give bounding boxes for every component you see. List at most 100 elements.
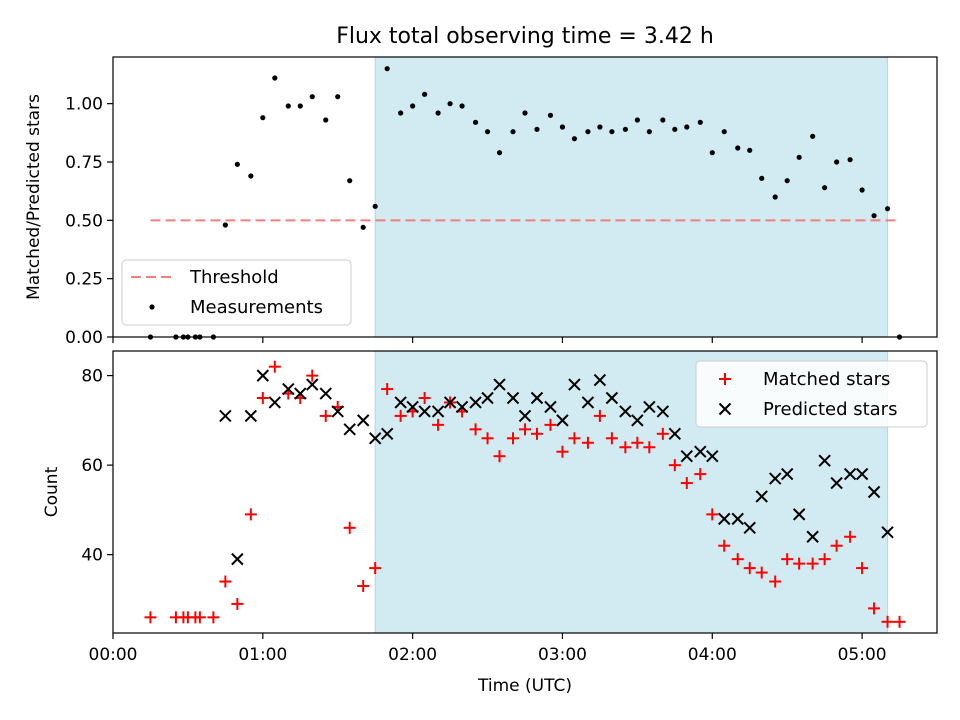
- measurement-point: [323, 117, 329, 123]
- measurement-point: [735, 145, 741, 151]
- predicted-star-point: [768, 472, 782, 485]
- matched-star-point: [844, 530, 857, 543]
- predicted-star-point: [643, 400, 656, 414]
- matched-star-point: [680, 477, 693, 490]
- matched-star-point: [244, 508, 257, 521]
- predicted-star-point: [244, 409, 258, 423]
- predicted-star-point: [306, 378, 319, 391]
- matched-star-point: [818, 553, 831, 566]
- matched-star-point: [568, 432, 581, 445]
- predicted-star-point: [631, 414, 644, 427]
- measurement-point: [372, 203, 378, 209]
- matched-star-point: [755, 566, 768, 579]
- measurement-point: [422, 91, 428, 97]
- count-y-axis-label: Count: [42, 466, 62, 517]
- measurement-point: [684, 124, 690, 130]
- matched-star-point: [306, 369, 319, 382]
- predicted-star-point: [469, 396, 482, 409]
- predicted-star-point: [843, 467, 857, 481]
- matched-star-point: [193, 611, 206, 624]
- measurement-point: [384, 66, 390, 72]
- ratio-legend-box: [121, 259, 352, 326]
- y-tick-label: 60: [81, 456, 103, 476]
- x-axis-label: Time (UTC): [477, 676, 572, 696]
- y-tick-label: 0.75: [65, 153, 103, 173]
- measurement-point: [534, 126, 540, 132]
- measurement-point: [435, 110, 441, 116]
- predicted-star-point: [544, 400, 557, 414]
- predicted-star-point: [219, 409, 232, 423]
- legend-matched-label: Matched stars: [763, 369, 890, 390]
- measurement-point: [496, 150, 503, 156]
- predicted-star-point: [518, 409, 532, 423]
- measurement-point: [272, 75, 278, 81]
- predicted-star-point: [481, 391, 494, 405]
- measurement-point: [822, 185, 828, 191]
- measurement-point: [571, 136, 578, 142]
- count-panel: 40 60 80 00:00 01:00 02:00 03:00 04:00 05:00 Cou…: [42, 350, 938, 696]
- measurement-point: [759, 175, 765, 181]
- y-tick-label: 0.50: [65, 211, 103, 231]
- matched-star-point: [544, 418, 557, 431]
- predicted-star-point: [593, 373, 607, 387]
- ratio-y-axis-label: Matched/Predicted stars: [24, 94, 44, 300]
- measurement-point: [459, 103, 465, 109]
- predicted-star-point: [268, 396, 282, 409]
- x-tick-label: 00:00: [89, 645, 138, 665]
- matched-star-point: [418, 392, 431, 404]
- legend-predicted-marker: [718, 402, 732, 416]
- predicted-star-point: [443, 396, 457, 409]
- matched-star-point: [469, 423, 482, 436]
- ratio-panel: 0.00 0.25 0.50 0.75 1.00 Matched/Predicted s…: [24, 56, 938, 348]
- measurement-point: [447, 101, 453, 107]
- measurement-point: [660, 117, 666, 123]
- predicted-star-point: [530, 391, 544, 405]
- measurement-point: [747, 147, 753, 153]
- predicted-star-point: [368, 432, 382, 445]
- ratio-axes: 0.00 0.25 0.50 0.75 1.00: [65, 95, 863, 348]
- x-tick-label: 01:00: [238, 645, 287, 665]
- predicted-star-point: [282, 382, 295, 396]
- predicted-star-point: [506, 391, 520, 405]
- measurement-point: [871, 213, 877, 219]
- measurement-point: [234, 161, 240, 167]
- matched-star-point: [806, 557, 819, 570]
- measurement-point: [772, 194, 778, 200]
- measurement-point: [585, 129, 591, 135]
- matched-star-point: [868, 602, 881, 615]
- matched-star-point: [256, 392, 269, 404]
- predicted-star-point: [792, 508, 806, 521]
- measurement-point: [847, 157, 853, 163]
- measurement-point: [510, 129, 516, 135]
- matched-star-point: [706, 508, 719, 521]
- matched-star-point: [394, 409, 407, 422]
- predicted-star-point: [806, 530, 819, 543]
- predicted-star-point: [605, 391, 619, 405]
- measurement-point: [634, 117, 640, 123]
- ratio-legend: Threshold Measurements: [121, 259, 352, 326]
- measurement-point: [410, 103, 416, 109]
- predicted-star-point: [294, 387, 307, 400]
- measurement-point: [547, 112, 554, 118]
- predicted-star-point: [406, 400, 419, 414]
- matched-star-point: [343, 521, 356, 534]
- matched-star-point: [743, 562, 756, 575]
- measurement-point: [347, 178, 353, 184]
- predicted-star-point: [331, 405, 344, 418]
- matched-star-point: [718, 539, 731, 552]
- predicted-stars-points: [219, 369, 894, 566]
- matched-star-point: [481, 432, 494, 445]
- matched-star-point: [643, 441, 656, 454]
- measurement-point: [796, 154, 802, 160]
- matched-star-point: [631, 436, 644, 449]
- y-tick-label: 0.25: [65, 270, 103, 290]
- predicted-star-point: [731, 512, 744, 526]
- predicted-star-point: [343, 423, 356, 436]
- x-tick-label: 05:00: [838, 645, 887, 665]
- x-tick-label: 04:00: [688, 645, 737, 665]
- legend-threshold-label: Threshold: [189, 267, 279, 288]
- measurement-point: [309, 94, 315, 100]
- predicted-star-point: [418, 405, 431, 418]
- measurement-point: [597, 124, 603, 130]
- measurement-point: [297, 103, 303, 109]
